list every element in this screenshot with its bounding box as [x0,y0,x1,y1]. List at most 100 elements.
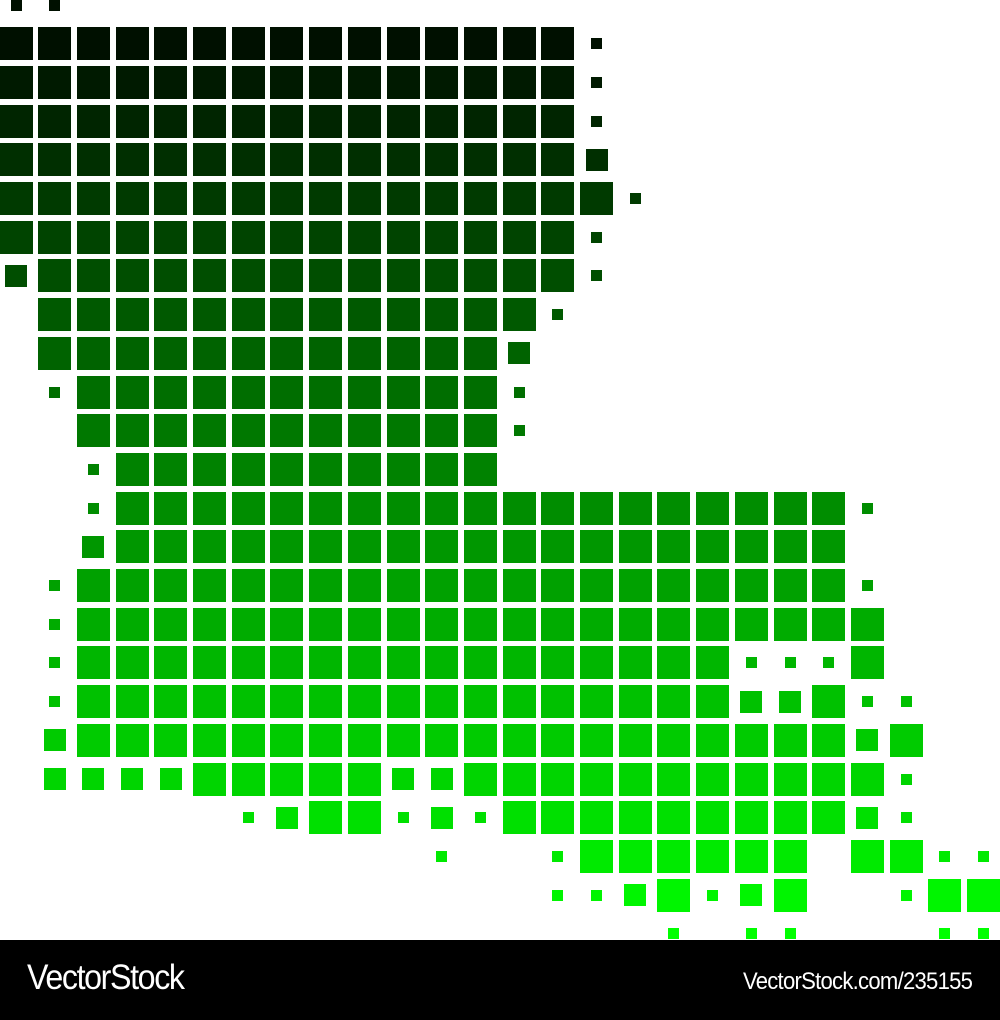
map-grid-square [386,298,420,332]
map-grid-square [347,104,381,138]
map-grid-square [502,607,536,641]
map-grid-square [76,414,110,448]
map-grid-square [347,801,381,835]
map-grid-square [309,220,343,254]
map-grid-square [115,607,149,641]
map-grid-square [347,336,381,370]
map-grid-square [734,801,768,835]
map-grid-square [591,38,602,50]
map-grid-square [657,569,691,602]
map-grid-square [541,801,575,835]
map-grid-square [115,723,149,757]
map-grid-square [386,607,420,641]
map-grid-square [270,65,304,99]
map-grid-square [812,762,846,796]
map-grid-square [154,104,188,138]
map-grid-square [76,336,110,370]
map-grid-square [193,685,226,719]
map-grid-square [707,889,719,901]
map-grid-square [347,491,381,525]
map-grid-square [115,27,149,61]
map-grid-square [231,762,265,796]
map-grid-square [115,685,149,719]
map-grid-square [502,182,536,215]
map-grid-square [850,607,884,641]
map-grid-square [0,65,33,99]
map-grid-square [463,104,497,138]
map-grid-square [76,143,110,177]
map-grid-square [425,685,459,719]
map-grid-square [193,27,226,61]
map-grid-square [309,685,343,719]
map-grid-square [580,646,613,680]
map-grid-square [49,618,61,630]
map-grid-square [270,27,304,61]
map-grid-square [618,685,652,719]
map-grid-square [193,336,226,370]
map-grid-square [309,723,343,757]
map-grid-square [425,491,459,525]
map-grid-square [231,569,265,602]
map-grid-square [193,607,226,641]
map-grid-square [463,723,497,757]
map-grid-square [580,839,613,873]
map-grid-square [541,220,575,254]
map-grid-square [861,502,873,514]
map-grid-square [618,491,652,525]
map-grid-square [856,729,879,752]
map-grid-square [115,530,149,564]
map-grid-square [76,27,110,61]
map-grid-square [0,27,33,61]
map-grid-square [425,414,459,448]
map-grid-square [270,298,304,332]
map-grid-square [309,104,343,138]
map-grid-square [154,452,188,486]
map-grid-square [734,569,768,602]
map-grid-square [154,143,188,177]
map-grid-square [193,182,226,215]
map-grid-square [115,491,149,525]
map-grid-square [231,685,265,719]
map-grid-square [502,530,536,564]
map-grid-square [270,336,304,370]
map-grid-square [502,685,536,719]
map-grid-square [463,65,497,99]
map-grid-square [231,646,265,680]
map-grid-square [939,850,951,862]
map-grid-square [231,607,265,641]
map-grid-square [115,375,149,409]
map-grid-square [121,768,144,790]
map-grid-square [347,27,381,61]
map-grid-square [900,812,912,824]
map-grid-square [76,646,110,680]
map-grid-square [87,502,99,514]
map-grid-square [231,298,265,332]
map-grid-square [270,491,304,525]
map-grid-square [0,182,33,215]
map-grid-square [154,259,188,293]
map-grid-square [386,646,420,680]
map-grid-square [115,182,149,215]
map-grid-square [425,182,459,215]
map-grid-square [668,928,680,940]
map-grid-square [309,27,343,61]
map-grid-square [696,607,730,641]
map-grid-square [347,414,381,448]
map-grid-square [43,768,66,790]
map-grid-square [154,27,188,61]
map-grid-square [463,182,497,215]
map-grid-square [193,723,226,757]
map-grid-square [889,723,923,757]
map-grid-square [347,259,381,293]
map-grid-square [38,298,72,332]
map-grid-square [967,878,1000,912]
map-grid-square [309,452,343,486]
map-grid-square [430,768,453,790]
map-grid-square [76,65,110,99]
map-grid-square [231,182,265,215]
map-grid-square [87,463,99,475]
map-grid-square [541,27,575,61]
map-grid-square [425,65,459,99]
louisiana-dot-map [0,0,1000,940]
